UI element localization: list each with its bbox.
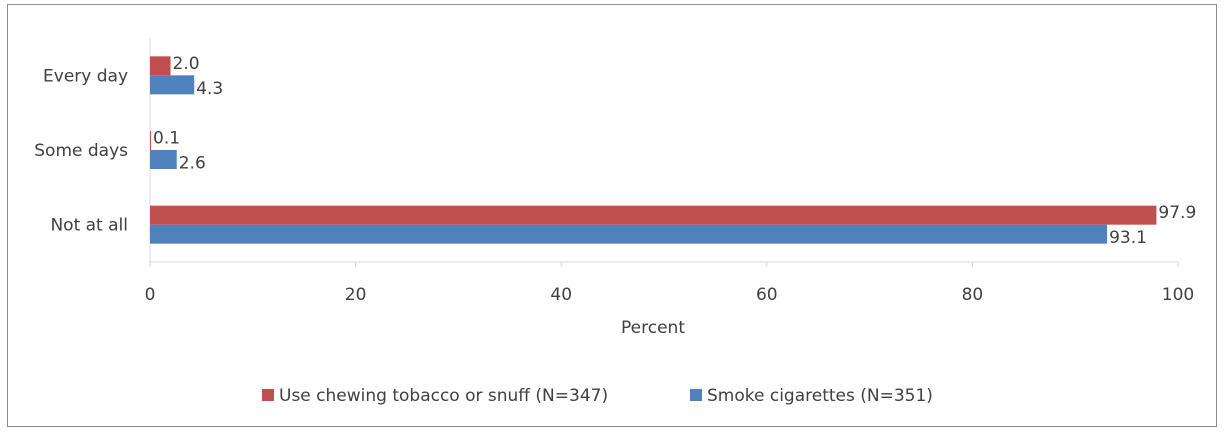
bar bbox=[150, 131, 152, 150]
bar bbox=[150, 224, 1108, 244]
chart-labels: 2.0 4.3 0.1 2.6 97.9 93.1 bbox=[153, 54, 1196, 248]
category-label: Not at all bbox=[50, 216, 128, 236]
data-label: 2.6 bbox=[179, 154, 206, 174]
data-label: 97.9 bbox=[1158, 203, 1196, 223]
chart-legend: Use chewing tobacco or snuff (N=347) Smok… bbox=[262, 386, 933, 406]
x-axis-title: Percent bbox=[621, 318, 685, 338]
x-tick-label: 80 bbox=[962, 285, 984, 305]
bar bbox=[150, 150, 177, 169]
data-label: 2.0 bbox=[173, 54, 200, 74]
data-label: 93.1 bbox=[1109, 228, 1147, 248]
legend-label: Use chewing tobacco or snuff (N=347) bbox=[279, 386, 608, 406]
data-label: 4.3 bbox=[196, 79, 223, 99]
x-tick-label: 0 bbox=[145, 285, 156, 305]
legend-swatch bbox=[262, 389, 274, 401]
bar bbox=[150, 56, 171, 76]
legend-label: Smoke cigarettes (N=351) bbox=[707, 386, 933, 406]
legend-swatch bbox=[690, 389, 702, 401]
category-label: Every day bbox=[43, 66, 128, 86]
bar bbox=[150, 75, 195, 95]
x-tick-label: 20 bbox=[345, 285, 367, 305]
x-tick-label: 40 bbox=[550, 285, 572, 305]
x-tick-label: 60 bbox=[756, 285, 778, 305]
data-label: 0.1 bbox=[153, 129, 180, 149]
bar bbox=[150, 205, 1157, 225]
x-tick-label: 100 bbox=[1162, 285, 1194, 305]
chart-bars bbox=[150, 56, 1157, 244]
category-label: Some days bbox=[34, 141, 128, 161]
